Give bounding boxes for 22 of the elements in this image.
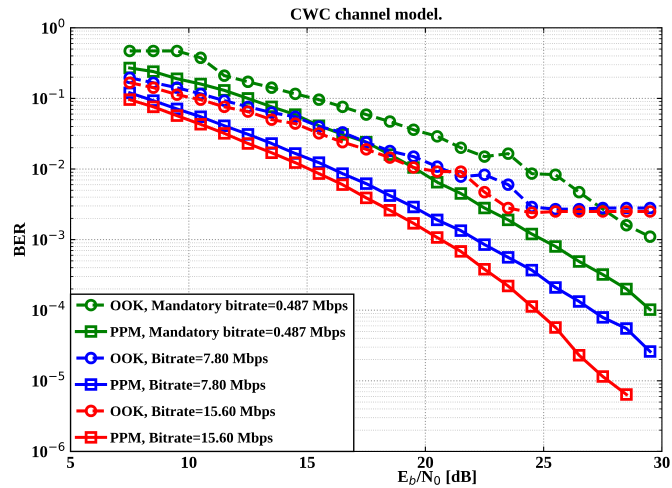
legend-label: PPM, Bitrate=15.60 Mbps <box>110 432 273 446</box>
legend-label: OOK, Mandatory bitrate=0.487 Mbps <box>110 300 348 314</box>
y-tick-label: 10$^{−4}$ <box>32 301 65 316</box>
y-tick-label: 10$^{−2}$ <box>32 160 64 175</box>
y-tick-label: 10$^{−1}$ <box>32 89 64 104</box>
chart-title: CWC channel model. <box>290 8 442 20</box>
y-tick-label: 10$^{−6}$ <box>32 442 64 458</box>
y-tick-label: 10$^{0}$ <box>42 18 64 34</box>
x-tick-label: 30 <box>654 456 670 468</box>
legend-label: OOK, Bitrate=7.80 Mbps <box>110 353 268 366</box>
x-axis-title: E$_{b}$/N$_{0}$ [dB] <box>398 470 476 485</box>
y-tick-label: 10$^{−3}$ <box>32 230 64 246</box>
x-tick-label: 10 <box>182 456 197 468</box>
legend-label: OOK, Bitrate=15.60 Mbps <box>110 406 276 420</box>
x-tick-label: 15 <box>300 456 315 468</box>
x-tick-label: 25 <box>536 456 552 468</box>
x-tick-label: 5 <box>67 456 74 468</box>
y-tick-label: 10$^{−5}$ <box>32 372 64 387</box>
y-axis-title: BER <box>14 222 25 256</box>
legend-label: PPM, Mandatory bitrate=0.487 Mbps <box>110 326 346 340</box>
legend-label: PPM, Bitrate=7.80 Mbps <box>110 379 266 393</box>
x-tick-label: 20 <box>418 456 434 468</box>
